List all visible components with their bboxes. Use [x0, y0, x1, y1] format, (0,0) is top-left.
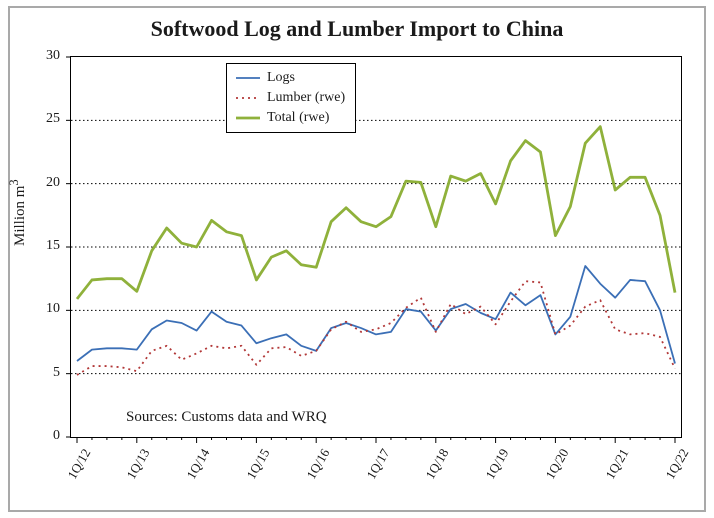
- legend-swatch-icon: [235, 71, 261, 85]
- legend-label: Total (rwe): [267, 110, 329, 126]
- legend-item: Total (rwe): [235, 108, 345, 128]
- x-tick-label: 1Q/21: [602, 446, 632, 482]
- y-tick-label: 15: [46, 238, 60, 254]
- plot-svg: [71, 57, 681, 437]
- y-tick-label: 10: [46, 301, 60, 317]
- x-tick-label: 1Q/19: [482, 446, 512, 482]
- series-lumber: [77, 281, 675, 375]
- x-tick-label: 1Q/16: [303, 446, 333, 482]
- plot-area: Logs Lumber (rwe) Total (rwe) Sources: Cus…: [70, 56, 682, 438]
- series-logs: [77, 266, 675, 364]
- legend-label: Lumber (rwe): [267, 90, 345, 106]
- y-tick-label: 30: [46, 48, 60, 64]
- legend-item: Logs: [235, 68, 345, 88]
- x-tick-label: 1Q/17: [363, 446, 393, 482]
- legend-item: Lumber (rwe): [235, 88, 345, 108]
- legend: Logs Lumber (rwe) Total (rwe): [226, 63, 356, 133]
- chart-container: Softwood Log and Lumber Import to China …: [0, 0, 714, 518]
- x-tick-label: 1Q/13: [124, 446, 154, 482]
- y-axis-labels: 051015202530: [0, 56, 66, 436]
- chart-title: Softwood Log and Lumber Import to China: [0, 16, 714, 42]
- x-tick-label: 1Q/20: [542, 446, 572, 482]
- legend-swatch-icon: [235, 91, 261, 105]
- source-note: Sources: Customs data and WRQ: [126, 409, 327, 426]
- series-total: [77, 127, 675, 299]
- legend-swatch-icon: [235, 111, 261, 125]
- y-tick-label: 0: [53, 428, 60, 444]
- x-tick-label: 1Q/14: [183, 446, 213, 482]
- x-tick-label: 1Q/15: [243, 446, 273, 482]
- legend-label: Logs: [267, 70, 295, 86]
- y-tick-label: 25: [46, 111, 60, 127]
- x-axis-labels: 1Q/121Q/131Q/141Q/151Q/161Q/171Q/181Q/19…: [70, 440, 680, 500]
- y-tick-label: 5: [53, 365, 60, 381]
- y-tick-label: 20: [46, 175, 60, 191]
- x-tick-label: 1Q/18: [423, 446, 453, 482]
